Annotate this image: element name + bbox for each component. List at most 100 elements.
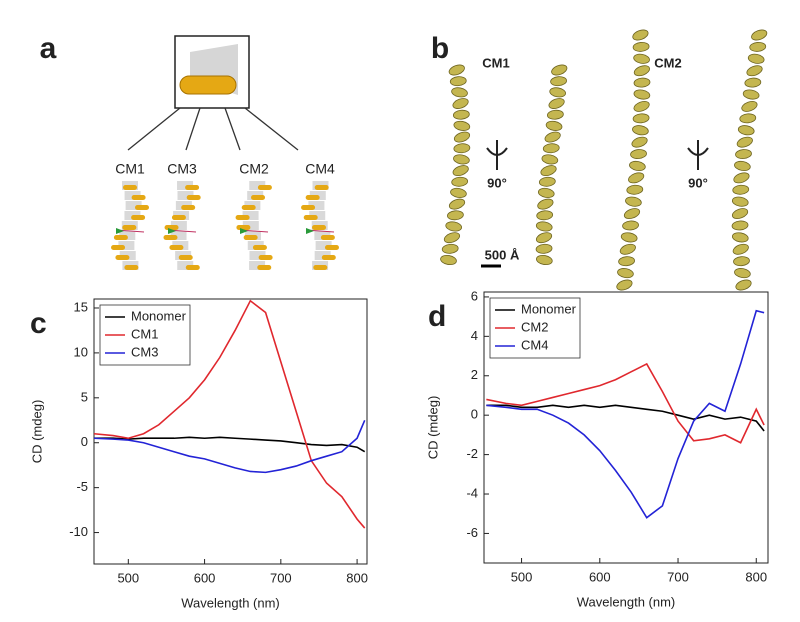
x-tick-label: 500 — [117, 570, 139, 585]
particle — [731, 208, 749, 220]
rod — [303, 215, 318, 220]
plate — [177, 191, 194, 200]
data-line — [486, 309, 765, 519]
rod — [124, 265, 139, 270]
y-tick-label: -4 — [466, 485, 478, 500]
particle — [542, 143, 560, 154]
particle — [450, 187, 467, 198]
plate — [309, 211, 326, 220]
particle — [537, 187, 555, 198]
plate — [170, 231, 187, 240]
particle — [451, 176, 469, 187]
plate — [249, 181, 266, 190]
particle — [628, 172, 645, 184]
plate — [315, 241, 332, 250]
particle — [447, 210, 464, 221]
plate — [119, 231, 136, 240]
rod — [312, 225, 327, 230]
particle — [632, 113, 650, 124]
legend-label: Monomer — [131, 308, 187, 323]
particle — [449, 76, 467, 87]
particle — [445, 221, 463, 232]
particle — [537, 198, 554, 210]
particle — [538, 176, 556, 187]
y-tick-label: 6 — [471, 288, 478, 303]
panel-label: b — [431, 32, 449, 65]
particle — [733, 172, 750, 184]
rod — [115, 255, 130, 260]
particle — [536, 210, 554, 221]
particle — [441, 243, 459, 254]
legend-label: CM4 — [521, 337, 548, 352]
particle — [742, 89, 760, 100]
molecule-label: CM3 — [167, 161, 197, 177]
plate — [124, 191, 141, 200]
particle — [620, 232, 638, 243]
rod — [257, 185, 272, 190]
particle — [536, 254, 553, 266]
particle — [617, 268, 634, 279]
particle — [736, 136, 753, 148]
particle — [625, 196, 642, 207]
arrows — [127, 107, 299, 151]
scale-label: 500 Å — [485, 247, 520, 262]
particle — [440, 254, 457, 266]
particle — [633, 77, 651, 88]
gold-rod — [179, 75, 237, 95]
particle — [623, 208, 641, 220]
rod — [252, 245, 267, 250]
plate — [308, 201, 325, 210]
particle — [540, 165, 557, 177]
data-line — [486, 404, 765, 432]
arrowhead — [240, 228, 248, 234]
plate — [118, 241, 135, 250]
panel-label: c — [30, 307, 47, 340]
particle — [616, 279, 633, 291]
rod — [123, 185, 137, 190]
particle — [550, 76, 567, 87]
rotation-label: 90° — [487, 175, 507, 190]
rod — [243, 235, 258, 240]
structure-sketches — [440, 29, 768, 291]
rod — [163, 235, 178, 240]
y-axis-label: CD (mdeg) — [425, 396, 440, 460]
particle — [619, 243, 636, 255]
x-axis-label: Wavelength (nm) — [181, 595, 280, 610]
particle — [735, 149, 752, 159]
particle — [551, 64, 568, 76]
rod — [324, 245, 339, 250]
rod — [301, 205, 316, 210]
charts: c -10 -5 0 5 10 15 500 600 700 800 Wavelength (nm) C… — [29, 288, 769, 610]
plate — [242, 211, 259, 220]
rod — [131, 215, 146, 220]
x-tick-label: 700 — [270, 570, 292, 585]
rod — [321, 255, 336, 260]
rotation-icons — [486, 140, 709, 170]
particle — [451, 87, 468, 98]
rod — [131, 195, 146, 200]
rod — [186, 195, 201, 200]
particle — [452, 165, 469, 177]
rod — [113, 235, 128, 240]
rod — [236, 225, 251, 230]
rod — [171, 215, 186, 220]
x-tick-label: 500 — [511, 569, 533, 584]
arrowhead — [306, 228, 314, 234]
particle — [548, 98, 565, 109]
rod — [320, 235, 335, 240]
particle — [549, 87, 566, 98]
structure-label: CM2 — [654, 55, 681, 70]
plate — [177, 181, 194, 190]
particle — [626, 184, 644, 195]
y-tick-label: -5 — [76, 479, 88, 494]
legend-label: CM3 — [131, 344, 158, 359]
rod — [305, 195, 320, 200]
particle — [452, 109, 470, 120]
particle — [741, 100, 758, 112]
particle — [733, 256, 750, 267]
rod — [122, 225, 137, 230]
rod — [313, 265, 328, 270]
legend-label: CM2 — [521, 319, 548, 334]
particle — [631, 136, 648, 148]
y-tick-label: 4 — [471, 328, 478, 343]
